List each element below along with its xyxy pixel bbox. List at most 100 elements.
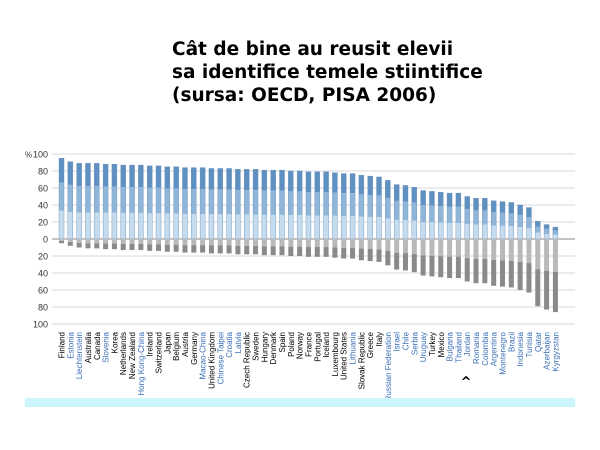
bar-bottom-light (482, 239, 488, 259)
y-tick-label: 100 (33, 150, 48, 160)
bar-bottom-light (350, 239, 356, 248)
bar-top-light (420, 222, 426, 239)
bar-bottom-light (332, 239, 338, 248)
bar-bottom-light (402, 239, 408, 254)
category-label: Estonia (66, 331, 75, 358)
category-label: Indonesia (516, 331, 525, 366)
bar-top-mid (297, 191, 303, 216)
bar-top-mid (535, 226, 541, 233)
bar-top-mid (500, 212, 505, 226)
category-label: Kyrgyzstan (551, 332, 560, 372)
bar-top-mid (164, 188, 170, 214)
y-unit-label: % (25, 151, 32, 160)
bar-bottom-light (129, 239, 135, 244)
bar-top-dark (226, 168, 232, 190)
bar-top-dark (253, 169, 259, 191)
bar-top-light (120, 213, 126, 239)
bar-top-light (429, 222, 435, 239)
bar-bottom-light (544, 239, 550, 271)
category-label: Slovak Republic (357, 332, 366, 389)
category-label: Belgium (172, 332, 181, 361)
y-tick-label: 20 (38, 218, 48, 228)
bar-bottom-dark (358, 248, 364, 261)
bar-top-light (279, 214, 285, 239)
category-label: Qatar (534, 332, 543, 352)
bar-bottom-light (288, 239, 294, 247)
bar-top-mid (367, 194, 373, 217)
bar-top-dark (244, 169, 250, 191)
bar-top-mid (120, 187, 126, 214)
category-label: Mexico (437, 331, 446, 357)
bar-top-light (182, 214, 188, 239)
bar-top-dark (358, 175, 364, 195)
bar-bottom-light (297, 239, 303, 247)
bar-bottom-light (111, 239, 117, 244)
bar-bottom-light (367, 239, 373, 249)
bar-bottom-light (358, 239, 364, 249)
category-label: Austria (181, 331, 190, 356)
bar-top-light (261, 214, 267, 239)
bar-top-dark (191, 167, 197, 190)
bar-top-dark (482, 198, 488, 211)
bar-bottom-dark (138, 243, 144, 251)
category-label: Netherlands (119, 332, 128, 375)
bar-top-light (535, 232, 541, 239)
bar-bottom-dark (535, 269, 541, 307)
bar-bottom-light (526, 239, 532, 264)
bar-bottom-light (314, 239, 320, 248)
category-label: Thailand (454, 332, 463, 363)
bar-bottom-light (420, 239, 426, 256)
bar-top-mid (226, 189, 232, 215)
category-label: United States (340, 332, 349, 380)
bar-bottom-dark (367, 248, 373, 262)
slide-title-line-2: sa identifice temele stiintifice (172, 62, 483, 83)
bar-top-mid (208, 189, 214, 215)
bar-top-dark (103, 164, 109, 187)
bar-bottom-dark (508, 260, 514, 288)
bar-top-mid (464, 209, 470, 225)
bar-top-dark (85, 163, 91, 187)
bar-top-mid (544, 228, 550, 234)
bar-top-mid (111, 186, 117, 213)
bar-bottom-light (138, 239, 144, 244)
bar-top-dark (76, 163, 82, 187)
bar-top-mid (517, 215, 523, 228)
bar-top-mid (270, 190, 276, 215)
bar-top-dark (402, 185, 408, 202)
bar-top-light (85, 212, 91, 239)
bar-bottom-dark (156, 244, 162, 251)
bar-bottom-light (270, 239, 276, 247)
bar-top-light (200, 214, 206, 239)
bar-top-light (217, 214, 223, 239)
bar-top-light (464, 224, 470, 239)
bar-top-light (402, 220, 408, 239)
bar-bottom-light (438, 239, 444, 257)
y-tick-label: 40 (38, 269, 48, 279)
bar-top-light (438, 222, 444, 239)
bar-bottom-light (182, 239, 188, 246)
bar-top-dark (438, 192, 444, 207)
romania-marker: ^ (461, 375, 472, 390)
bar-top-light (350, 216, 356, 239)
bar-bottom-dark (288, 246, 294, 256)
bar-top-light (491, 225, 497, 239)
bar-top-dark (473, 198, 479, 211)
bar-bottom-light (517, 239, 523, 262)
bar-bottom-light (103, 239, 109, 244)
category-label: Israel (393, 332, 402, 352)
bar-top-light (67, 211, 73, 239)
bar-top-light (103, 212, 109, 239)
bar-bottom-dark (261, 246, 267, 256)
bar-top-mid (279, 190, 285, 215)
bar-top-mid (482, 210, 488, 225)
bar-bottom-dark (59, 240, 64, 244)
bar-top-dark (305, 171, 311, 192)
bar-bottom-dark (411, 253, 417, 273)
bar-bottom-dark (111, 243, 117, 250)
category-label: Tunisia (525, 331, 534, 357)
bar-top-dark (411, 187, 417, 203)
bar-top-mid (411, 202, 417, 221)
category-label: Macao-China (199, 331, 208, 379)
bar-top-mid (182, 189, 188, 215)
